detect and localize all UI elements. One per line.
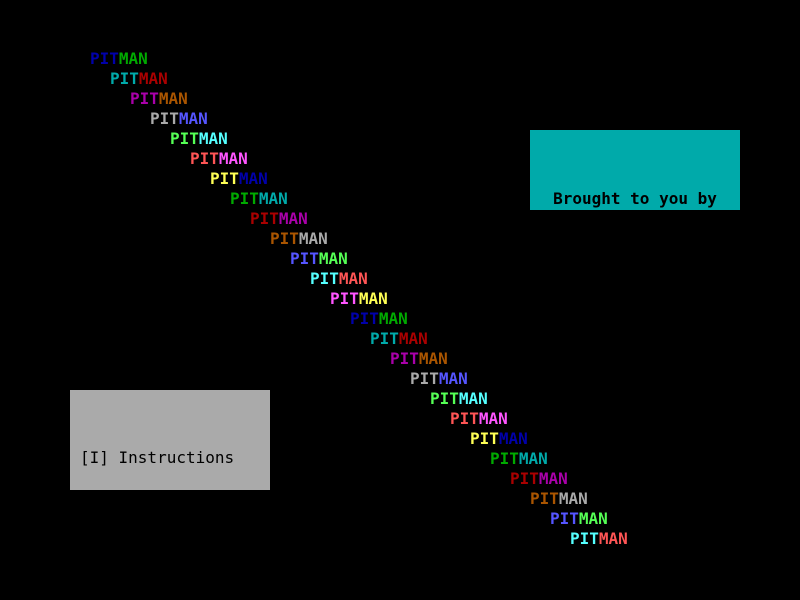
pitman-logo: PITMAN [290, 250, 348, 268]
pitman-logo: PITMAN [550, 510, 608, 528]
pitman-logo: PITMAN [350, 310, 408, 328]
pitman-logo: PITMAN [270, 230, 328, 248]
menu-item-instructions[interactable]: [I] Instructions [80, 448, 235, 467]
logo-pit: PIT [90, 49, 119, 68]
logo-man: MAN [578, 509, 608, 528]
logo-man: MAN [338, 269, 368, 288]
logo-man: MAN [298, 229, 328, 248]
logo-man: MAN [118, 49, 148, 68]
logo-pit: PIT [490, 449, 519, 468]
pitman-logo: PITMAN [250, 210, 308, 228]
pitman-logo: PITMAN [570, 530, 628, 548]
logo-pit: PIT [310, 269, 339, 288]
pitman-logo: PITMAN [390, 350, 448, 368]
logo-man: MAN [498, 429, 528, 448]
pitman-logo: PITMAN [150, 110, 208, 128]
logo-man: MAN [598, 529, 628, 548]
logo-pit: PIT [470, 429, 499, 448]
logo-pit: PIT [210, 169, 239, 188]
logo-man: MAN [518, 449, 548, 468]
menu-item-starting-level[interactable]: [S] Starting level [80, 568, 254, 587]
logo-pit: PIT [430, 389, 459, 408]
logo-pit: PIT [270, 229, 299, 248]
logo-man: MAN [138, 69, 168, 88]
logo-man: MAN [258, 189, 288, 208]
logo-man: MAN [278, 209, 308, 228]
logo-man: MAN [398, 329, 428, 348]
logo-pit: PIT [450, 409, 479, 428]
logo-man: MAN [558, 489, 588, 508]
logo-pit: PIT [570, 529, 599, 548]
logo-man: MAN [358, 289, 388, 308]
logo-man: MAN [478, 409, 508, 428]
pitman-logo: PITMAN [490, 450, 548, 468]
logo-man: MAN [538, 469, 568, 488]
pitman-logo: PITMAN [310, 270, 368, 288]
logo-pit: PIT [290, 249, 319, 268]
credit-line-1: Brought to you by [553, 189, 717, 208]
logo-pit: PIT [410, 369, 439, 388]
pitman-logo: PITMAN [90, 50, 148, 68]
logo-pit: PIT [130, 89, 159, 108]
logo-pit: PIT [110, 69, 139, 88]
pitman-logo: PITMAN [230, 190, 288, 208]
pitman-logo: PITMAN [330, 290, 388, 308]
logo-man: MAN [218, 149, 248, 168]
logo-pit: PIT [150, 109, 179, 128]
logo-pit: PIT [350, 309, 379, 328]
logo-man: MAN [158, 89, 188, 108]
logo-man: MAN [438, 369, 468, 388]
credit-box: Brought to you by hitchhikr Softworks [530, 130, 740, 268]
logo-pit: PIT [190, 149, 219, 168]
pitman-logo: PITMAN [130, 90, 188, 108]
pitman-logo: PITMAN [410, 370, 468, 388]
logo-pit: PIT [550, 509, 579, 528]
logo-man: MAN [458, 389, 488, 408]
logo-man: MAN [178, 109, 208, 128]
pitman-logo: PITMAN [190, 150, 248, 168]
logo-man: MAN [198, 129, 228, 148]
logo-pit: PIT [330, 289, 359, 308]
logo-pit: PIT [170, 129, 199, 148]
logo-man: MAN [378, 309, 408, 328]
pitman-logo: PITMAN [170, 130, 228, 148]
main-menu: [I] Instructions [P] Play [S] Starting l… [70, 390, 270, 587]
pitman-logo: PITMAN [210, 170, 268, 188]
logo-pit: PIT [370, 329, 399, 348]
logo-pit: PIT [250, 209, 279, 228]
menu-item-play[interactable]: [P] Play [80, 508, 158, 527]
logo-man: MAN [318, 249, 348, 268]
credit-line-2: hitchhikr Softworks [543, 249, 727, 268]
pitman-logo: PITMAN [110, 70, 168, 88]
logo-man: MAN [418, 349, 448, 368]
pitman-logo: PITMAN [370, 330, 428, 348]
logo-pit: PIT [530, 489, 559, 508]
pitman-logo: PITMAN [530, 490, 588, 508]
pitman-logo: PITMAN [450, 410, 508, 428]
logo-pit: PIT [390, 349, 419, 368]
pitman-logo: PITMAN [430, 390, 488, 408]
logo-pit: PIT [510, 469, 539, 488]
pitman-logo: PITMAN [470, 430, 528, 448]
logo-pit: PIT [230, 189, 259, 208]
logo-man: MAN [238, 169, 268, 188]
pitman-logo: PITMAN [510, 470, 568, 488]
